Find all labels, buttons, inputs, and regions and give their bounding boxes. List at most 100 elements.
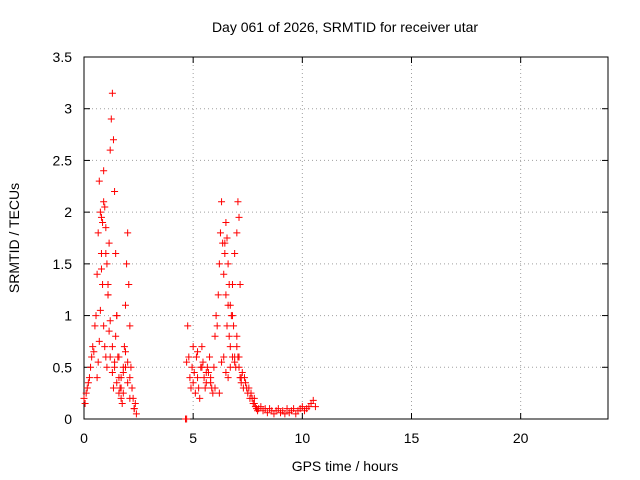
data-point xyxy=(100,198,108,206)
data-point xyxy=(120,343,128,351)
data-point xyxy=(93,270,101,278)
data-point xyxy=(113,312,121,320)
data-point xyxy=(224,374,232,382)
data-point xyxy=(186,374,194,382)
data-point xyxy=(106,317,114,325)
data-point xyxy=(274,405,282,413)
data-point xyxy=(85,374,93,382)
data-point xyxy=(221,250,229,258)
data-point xyxy=(126,322,134,330)
data-point xyxy=(245,384,253,392)
data-point xyxy=(124,229,132,237)
data-point xyxy=(214,291,222,299)
x-axis-tick-labels: 0 5 10 15 20 xyxy=(80,430,529,446)
data-point xyxy=(107,115,115,123)
data-point xyxy=(233,332,241,340)
data-point xyxy=(101,343,109,351)
data-point xyxy=(223,322,231,330)
x-tick-label: 10 xyxy=(295,430,311,446)
data-point xyxy=(123,260,131,268)
data-point xyxy=(124,379,132,387)
data-point xyxy=(130,405,138,413)
data-point xyxy=(117,374,125,382)
data-point xyxy=(126,394,134,402)
data-point xyxy=(121,348,129,356)
data-point xyxy=(118,399,126,407)
data-point xyxy=(220,353,228,361)
data-point xyxy=(226,343,234,351)
data-point xyxy=(222,218,230,226)
data-point xyxy=(117,394,125,402)
data-point xyxy=(105,327,113,335)
data-point xyxy=(112,250,120,258)
data-point xyxy=(97,265,105,273)
data-point xyxy=(121,301,129,309)
data-point xyxy=(201,384,209,392)
data-point xyxy=(128,384,136,392)
data-point xyxy=(199,358,207,366)
data-point xyxy=(96,306,104,314)
data-point xyxy=(115,353,123,361)
data-point xyxy=(187,384,195,392)
data-point xyxy=(226,363,234,371)
data-point xyxy=(83,384,91,392)
data-point xyxy=(95,177,103,185)
data-point xyxy=(119,368,127,376)
data-point xyxy=(81,399,89,407)
y-tick-label: 0 xyxy=(64,411,72,427)
data-point xyxy=(113,379,121,387)
data-point xyxy=(117,384,125,392)
data-point xyxy=(108,343,116,351)
data-point xyxy=(94,229,102,237)
gridlines xyxy=(84,57,608,419)
y-tick-label: 0.5 xyxy=(53,359,73,375)
data-point xyxy=(108,89,116,97)
data-point xyxy=(198,363,206,371)
data-point xyxy=(220,270,228,278)
data-point xyxy=(223,234,231,242)
data-point xyxy=(91,322,99,330)
data-point xyxy=(88,353,96,361)
data-point xyxy=(215,260,223,268)
data-point xyxy=(235,363,243,371)
data-point xyxy=(184,322,192,330)
data-point xyxy=(247,389,255,397)
data-point xyxy=(233,343,241,351)
data-point xyxy=(211,332,219,340)
data-point xyxy=(202,368,210,376)
y-axis-title: SRMTID / TECUs xyxy=(6,183,22,293)
x-tick-label: 5 xyxy=(189,430,197,446)
data-point xyxy=(191,389,199,397)
data-point xyxy=(198,343,206,351)
data-point xyxy=(200,374,208,382)
data-point xyxy=(96,208,104,216)
x-axis-title: GPS time / hours xyxy=(292,458,399,474)
data-point xyxy=(126,374,134,382)
data-point xyxy=(189,379,197,387)
data-point xyxy=(93,374,101,382)
data-point xyxy=(188,363,196,371)
data-point xyxy=(213,322,221,330)
data-point xyxy=(94,358,102,366)
data-point xyxy=(216,229,224,237)
data-point xyxy=(105,239,113,247)
data-point xyxy=(87,363,95,371)
data-point xyxy=(112,332,120,340)
data-point xyxy=(84,379,92,387)
data-point xyxy=(235,213,243,221)
data-point xyxy=(104,281,112,289)
data-point xyxy=(111,363,119,371)
data-point xyxy=(234,198,242,206)
data-point xyxy=(195,384,203,392)
data-point xyxy=(102,224,110,232)
data-point xyxy=(237,374,245,382)
data-point xyxy=(218,198,226,206)
data-point xyxy=(104,291,112,299)
data-point xyxy=(257,403,265,411)
data-point xyxy=(97,213,105,221)
data-point xyxy=(209,389,217,397)
y-tick-label: 3.5 xyxy=(53,49,73,65)
x-tick-label: 0 xyxy=(80,430,88,446)
data-point xyxy=(226,301,234,309)
